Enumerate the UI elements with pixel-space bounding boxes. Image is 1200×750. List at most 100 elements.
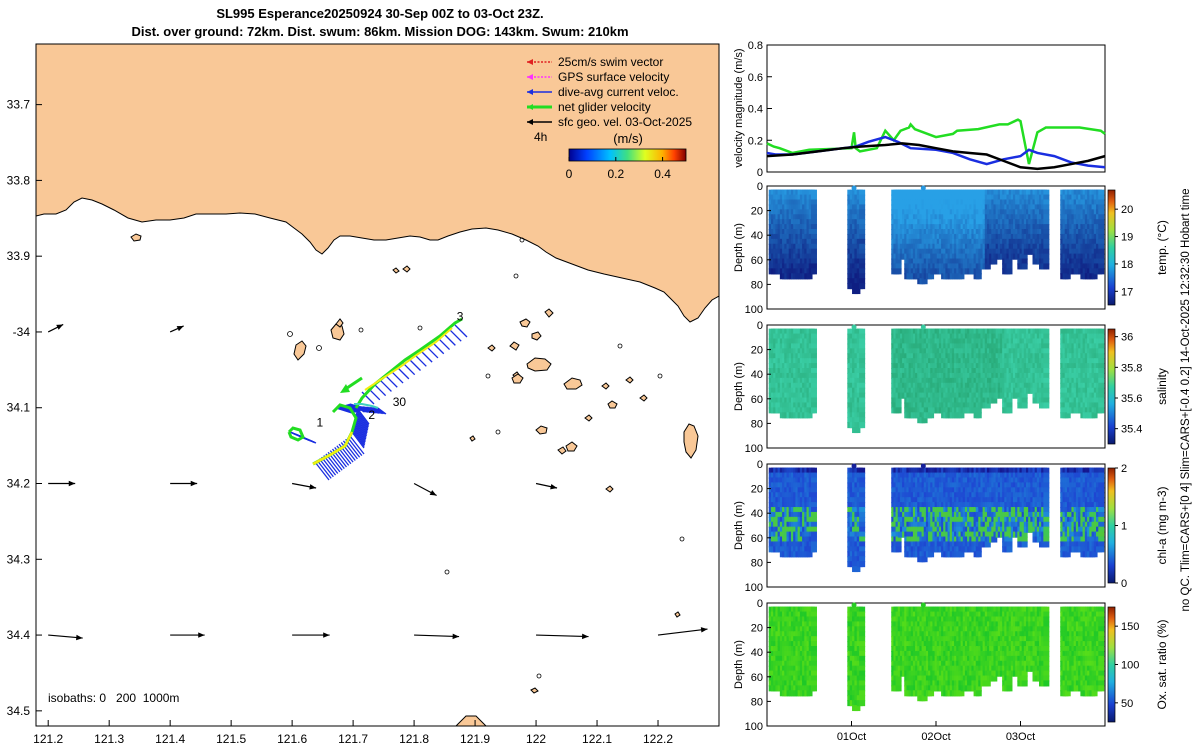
profile-cell [859, 502, 866, 509]
profile-cell [810, 472, 817, 479]
surface-dot [851, 185, 857, 191]
profile-cell [1043, 204, 1050, 211]
profile-cell [810, 229, 817, 236]
profile-cell [810, 333, 817, 340]
legend-arrowhead [527, 74, 533, 80]
current-vector [362, 406, 372, 414]
profile-cell [810, 238, 817, 245]
profile-cell [859, 407, 866, 414]
profile-cell [1043, 392, 1050, 399]
current-vector [377, 407, 387, 415]
profile-cell [810, 199, 817, 206]
sfc-vector-arrowhead [452, 633, 460, 640]
profile-cell [859, 219, 866, 226]
current-vector [354, 416, 368, 434]
colorbar-gradient [568, 148, 687, 162]
profile-cell [895, 258, 902, 265]
y-tick-label: 0.8 [748, 40, 763, 52]
profile-cell [1043, 402, 1050, 409]
island [293, 340, 307, 361]
profile-cell [1098, 338, 1105, 345]
surface-dot [920, 324, 926, 330]
depth-tick-label: 100 [745, 304, 763, 316]
legend-label: 25cm/s swim vector [558, 55, 663, 69]
current-vector [363, 406, 373, 414]
sfc-vector-arrowhead [76, 634, 83, 641]
profile-cell [859, 273, 866, 280]
profile-cell [859, 511, 866, 518]
profile-cell [895, 402, 902, 409]
legend-arrowhead [527, 59, 533, 65]
profile-cell [1098, 343, 1105, 350]
day-label: 30 [393, 395, 407, 409]
profile-cell [895, 546, 902, 553]
legend-label: net glider velocity [558, 100, 651, 114]
profile-cell [895, 268, 902, 275]
y-tick-label: 0.6 [748, 72, 763, 84]
profile-cell [991, 397, 998, 404]
profile-cell [810, 467, 817, 474]
colorbar-tick-label: 35.6 [1121, 393, 1142, 405]
profile-cell [859, 204, 866, 211]
map-axes-frame [35, 43, 720, 727]
profile-cell [1043, 382, 1050, 389]
profile-cell [1043, 199, 1050, 206]
island [563, 377, 583, 390]
sfc-vector-arrowhead [198, 632, 205, 638]
profile-cell [810, 363, 817, 370]
profile-cell [859, 348, 866, 355]
current-vector [353, 421, 367, 438]
profile-cell [859, 516, 866, 523]
profile-cell [859, 229, 866, 236]
current-vector [354, 418, 368, 435]
profile-cell [810, 263, 817, 270]
profile-cell [859, 492, 866, 499]
profile-cell [810, 338, 817, 345]
island [607, 400, 618, 409]
profile-cell [810, 194, 817, 201]
island [605, 485, 614, 493]
profile-cell [810, 487, 817, 494]
current-vector [384, 374, 398, 388]
island [535, 425, 548, 435]
y-tick-label: 0 [757, 167, 763, 179]
profile-cell [1043, 358, 1050, 365]
profile-cell [859, 531, 866, 538]
profile-cell [810, 407, 817, 414]
sfc-vector-arrow [657, 628, 708, 636]
island [130, 233, 142, 242]
profile-cell [1091, 273, 1098, 280]
profile-cell [1091, 412, 1098, 419]
profile-cell [1043, 248, 1050, 255]
profile-cell [810, 492, 817, 499]
islet [417, 325, 423, 331]
current-vector [353, 419, 368, 437]
profile-cell [1098, 328, 1105, 335]
current-vector [321, 456, 337, 476]
legend-arrowhead [527, 119, 533, 125]
profile-cell [859, 189, 866, 196]
figure-subtitle: Dist. over ground: 72km. Dist. swum: 86k… [131, 24, 629, 39]
speed-colorbar: (m/s)0 0.2 0.4 [566, 131, 687, 181]
profile-cell [1043, 348, 1050, 355]
island [487, 344, 496, 352]
profile-cell [859, 233, 866, 240]
profile-cell [1098, 209, 1105, 216]
current-vector [448, 328, 462, 342]
profile-cell [1098, 194, 1105, 201]
profile-cell [859, 372, 866, 379]
profile-cell [859, 224, 866, 231]
current-vector [352, 425, 366, 443]
land-layer [36, 44, 719, 726]
y-tick-label: 33.9 [7, 249, 31, 263]
profile-cell [1098, 224, 1105, 231]
net-glider-track [354, 317, 463, 409]
profile-cell [991, 258, 998, 265]
islet [485, 373, 491, 379]
profile-cell [1043, 328, 1050, 335]
profile-cell [895, 263, 902, 270]
current-vector [349, 435, 365, 455]
profile-cell [859, 209, 866, 216]
velocity-y-ticks: 00.20.40.60.8 [748, 40, 772, 179]
